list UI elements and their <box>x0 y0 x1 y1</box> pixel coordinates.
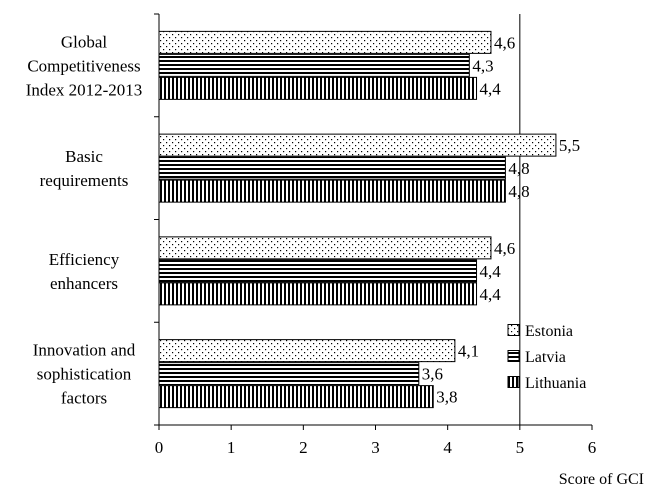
x-tick-label: 1 <box>227 438 236 457</box>
data-label: 4,4 <box>480 285 502 304</box>
category-label: Efficiency <box>49 250 120 269</box>
labels: 0 1 2 3 4 5 6 Global Competitiveness Index 2012-2… <box>26 32 597 457</box>
data-label: 3,6 <box>422 365 443 384</box>
legend: Estonia Latvia Lithuania <box>507 323 586 392</box>
data-label: 4,3 <box>472 56 493 75</box>
category-label: Global <box>61 32 108 51</box>
category-label: sophistication <box>37 365 132 384</box>
category-label: enhancers <box>50 274 118 293</box>
bar-latvia <box>158 156 506 180</box>
bar-latvia <box>158 53 470 77</box>
category-label: Competitiveness <box>27 56 140 75</box>
category-label: Innovation and <box>33 341 136 360</box>
bar-latvia <box>158 259 478 283</box>
bar-estonia <box>158 30 492 54</box>
data-label: 4,6 <box>494 33 515 52</box>
bar-estonia <box>158 339 456 363</box>
axes <box>154 13 593 430</box>
x-tick-label: 0 <box>155 438 164 457</box>
legend-swatch-lithuania <box>507 376 520 388</box>
data-label: 4,6 <box>494 239 515 258</box>
category-label: Index 2012-2013 <box>26 80 143 99</box>
legend-label: Estonia <box>525 323 573 340</box>
category-label: Basic <box>65 147 103 166</box>
x-tick-label: 6 <box>588 438 597 457</box>
data-label: 3,8 <box>436 388 457 407</box>
data-label: 4,4 <box>480 79 502 98</box>
x-tick-label: 3 <box>371 438 380 457</box>
bar-lithuania <box>158 282 478 306</box>
bar-estonia <box>158 236 492 260</box>
data-label: 4,8 <box>508 159 529 178</box>
bar-estonia <box>158 133 557 157</box>
data-label: 4,8 <box>508 182 529 201</box>
x-tick-label: 5 <box>516 438 525 457</box>
data-label: 5,5 <box>559 136 580 155</box>
legend-label: Lithuania <box>525 375 586 392</box>
bar-lithuania <box>158 385 434 409</box>
x-tick-label: 2 <box>299 438 308 457</box>
bar-lithuania <box>158 179 506 203</box>
bar-lithuania <box>158 76 478 100</box>
bar-latvia <box>158 362 420 386</box>
legend-label: Latvia <box>525 349 566 366</box>
x-axis-title: Score of GCI <box>559 471 644 488</box>
bars <box>158 30 557 409</box>
data-label: 4,4 <box>480 262 502 281</box>
category-label: factors <box>61 389 107 408</box>
x-tick-label: 4 <box>443 438 452 457</box>
legend-swatch-latvia <box>507 350 520 362</box>
category-label: requirements <box>40 171 129 190</box>
data-label: 4,1 <box>458 342 479 361</box>
legend-swatch-estonia <box>507 324 520 336</box>
